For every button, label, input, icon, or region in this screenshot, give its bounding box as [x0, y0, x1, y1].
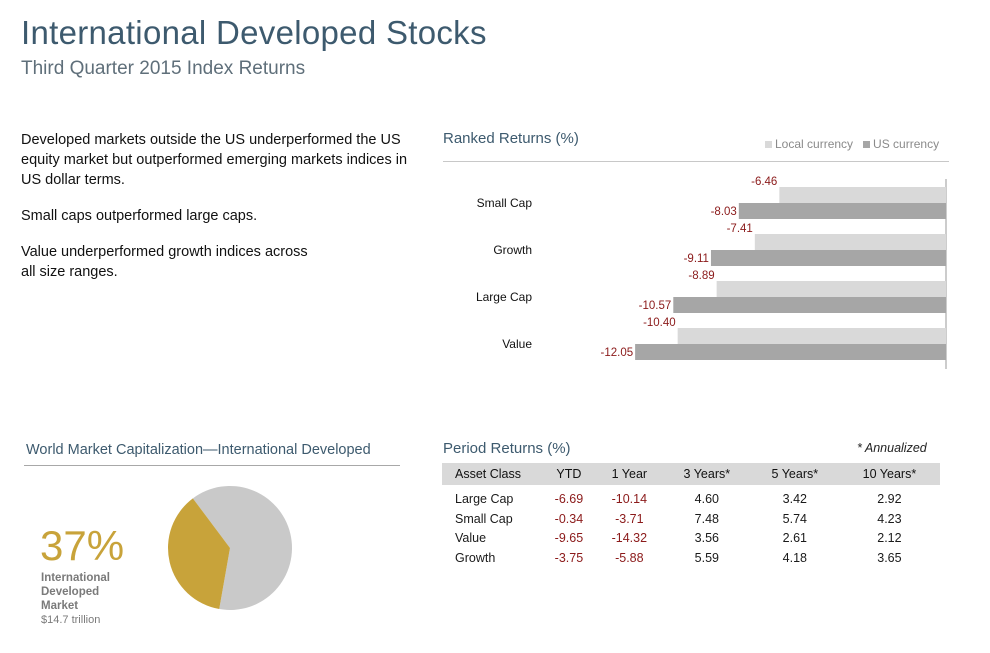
table-cell: Small Cap: [455, 511, 513, 526]
pie-slice-rest: [192, 486, 292, 610]
bar-us: [673, 297, 946, 313]
table-cell: Large Cap: [455, 492, 514, 506]
world-market-cap-title: World Market Capitalization—Internationa…: [26, 442, 371, 458]
table-cell: 3.42: [782, 492, 808, 506]
data-label: -10.40: [643, 317, 676, 329]
market-cap-pie: [168, 486, 292, 610]
bar-us: [710, 250, 946, 266]
table-cell: 2.12: [877, 531, 902, 546]
page-title: International Developed Stocks: [21, 14, 487, 51]
table-row: Growth -3.75 -5.88 5.59 4.18 3.65: [442, 548, 940, 568]
table-cell: 5.74: [782, 511, 808, 526]
page-subtitle: Third Quarter 2015 Index Returns: [21, 58, 306, 79]
table-cell: 7.48: [694, 511, 720, 526]
legend-item-local: Local currency: [765, 137, 853, 151]
table-cell: 4.18: [782, 550, 808, 565]
table-cell: 3.56: [694, 531, 720, 546]
category-label: Value: [502, 337, 532, 351]
legend-label-local: Local currency: [775, 137, 854, 151]
period-returns-table: Asset Class YTD 1 Year 3 Years* 5 Years*…: [442, 463, 940, 568]
table-cell: -5.88: [615, 550, 644, 565]
column-header: 1 Year: [595, 463, 663, 485]
table-cell: -3.71: [615, 511, 644, 526]
category-label: Small Cap: [477, 196, 533, 210]
table-header-row: Asset Class YTD 1 Year 3 Years* 5 Years*…: [442, 463, 940, 485]
data-label: -12.05: [601, 347, 634, 359]
annualized-note: * Annualized: [857, 441, 927, 455]
commentary-paragraph: Small caps outperformed large caps.: [21, 208, 258, 224]
market-cap-label: International Developed Market: [41, 572, 111, 612]
bar-local: [754, 234, 946, 250]
bar-us: [635, 344, 946, 360]
market-cap-value: $14.7 trillion: [41, 614, 101, 626]
column-header: 5 Years*: [750, 463, 839, 485]
table-cell: 2.92: [877, 492, 902, 506]
legend-item-us: US currency: [863, 137, 939, 151]
legend-swatch-local: [765, 140, 772, 148]
table-cell: -3.75: [554, 550, 584, 565]
table-cell: 4.23: [877, 511, 902, 526]
data-label: -8.03: [711, 206, 737, 218]
commentary-paragraph: Developed markets outside the US underpe…: [21, 132, 408, 188]
table-row: Small Cap -0.34 -3.71 7.48 5.74 4.23: [442, 509, 940, 529]
table-cell: 4.60: [694, 492, 720, 506]
table-cell: -10.14: [611, 492, 648, 506]
category-label: Large Cap: [476, 290, 532, 304]
column-header: 3 Years*: [662, 463, 751, 485]
data-label: -7.41: [727, 223, 753, 235]
data-label: -8.89: [688, 270, 714, 282]
table-row: Value -9.65 -14.32 3.56 2.61 2.12: [442, 529, 940, 549]
commentary-paragraph: Value underperformed growth indices acro…: [21, 244, 308, 280]
data-label: -9.11: [684, 253, 709, 265]
table-cell: -9.65: [554, 531, 584, 546]
column-header: YTD: [542, 463, 596, 485]
ranked-returns-title: Ranked Returns (%): [443, 130, 579, 147]
category-label: Growth: [493, 243, 532, 257]
table-row: Large Cap -6.69 -10.14 4.60 3.42 2.92: [442, 485, 940, 509]
chart-legend: Local currency US currency: [765, 137, 939, 151]
table-cell: 3.65: [877, 550, 902, 565]
bar-local: [716, 281, 946, 297]
pie-slice-international-developed: [168, 498, 230, 610]
table-cell: Growth: [455, 550, 496, 565]
legend-swatch-us: [863, 140, 871, 148]
bar-local: [779, 187, 946, 203]
data-label: -10.57: [639, 300, 672, 312]
table-cell: -6.69: [554, 492, 584, 506]
table-cell: 2.61: [782, 531, 808, 546]
period-returns-title: Period Returns (%): [443, 440, 571, 457]
bar-us: [738, 203, 946, 219]
column-header: 10 Years*: [838, 463, 940, 485]
world-divider: [24, 465, 400, 466]
data-label: -6.46: [751, 176, 777, 188]
table-cell: Value: [455, 531, 487, 546]
table-cell: -14.32: [611, 531, 648, 546]
market-cap-percent: 37%: [40, 522, 125, 569]
column-header: Asset Class: [442, 463, 542, 485]
commentary: Developed markets outside the US underpe…: [21, 130, 421, 298]
table-cell: 5.59: [694, 550, 720, 565]
bar-local: [677, 328, 946, 344]
legend-label-us: US currency: [873, 137, 940, 151]
ranked-returns-chart: Small Cap -6.46 -8.03 Growth -7.41 -9.11 Large…: [476, 176, 947, 369]
table-cell: -0.34: [554, 511, 584, 526]
ranked-divider: [443, 161, 949, 162]
